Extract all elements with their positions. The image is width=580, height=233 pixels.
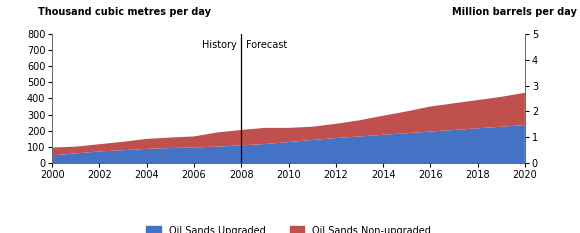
Text: Million barrels per day: Million barrels per day	[452, 7, 577, 17]
Text: History: History	[202, 40, 237, 50]
Text: Thousand cubic metres per day: Thousand cubic metres per day	[38, 7, 211, 17]
Legend: Oil Sands Upgraded, Oil Sands Non-upgraded: Oil Sands Upgraded, Oil Sands Non-upgrad…	[146, 226, 431, 233]
Text: Forecast: Forecast	[246, 40, 287, 50]
